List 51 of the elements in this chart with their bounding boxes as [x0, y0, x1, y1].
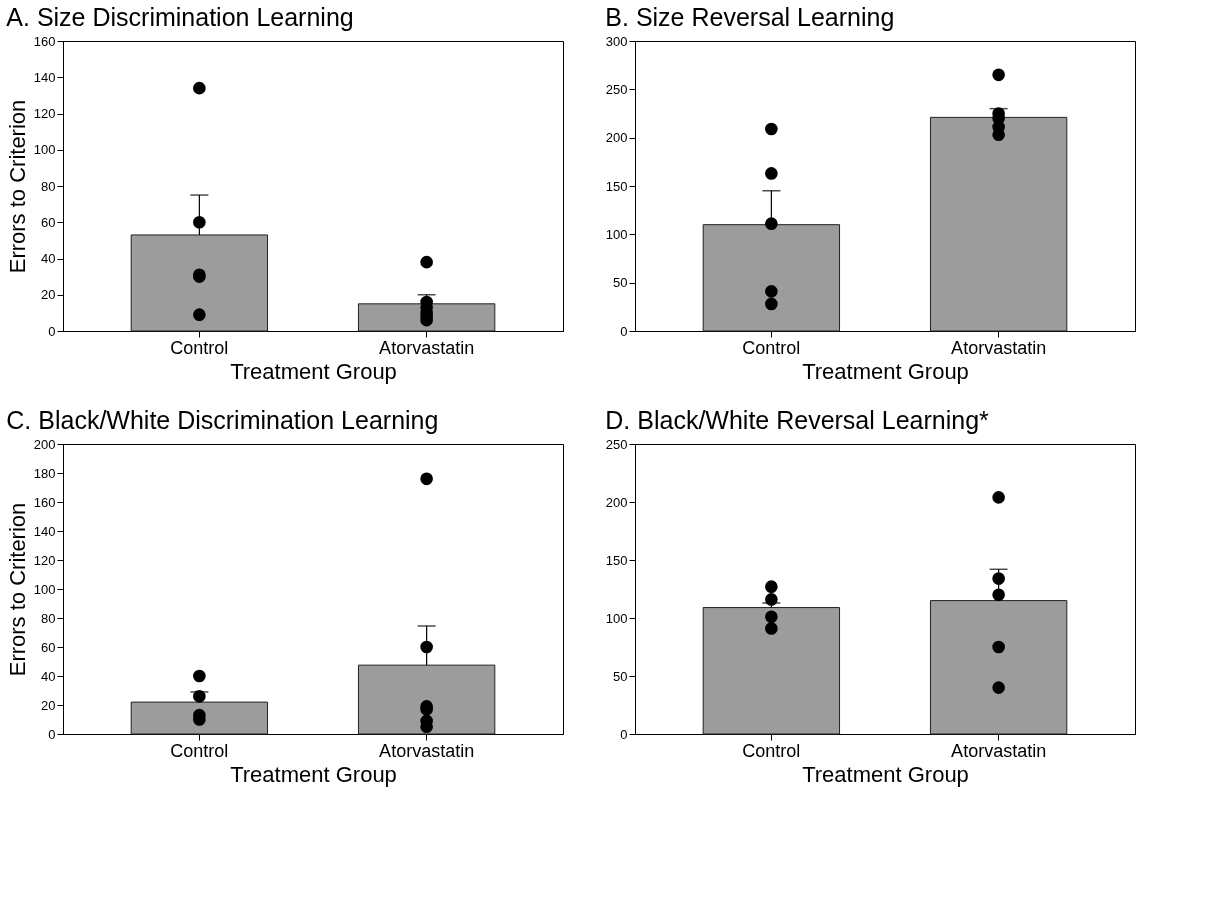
y-tick-label: 0	[620, 726, 628, 742]
y-tick-label: 20	[41, 287, 56, 303]
y-axis-title: Errors to Criterion	[4, 99, 30, 274]
y-tick-label: 0	[48, 726, 56, 742]
x-axis-title: Treatment Group	[230, 761, 397, 787]
y-tick-label: 200	[605, 494, 628, 510]
y-tick-label: 40	[41, 668, 56, 684]
y-tick-label: 50	[613, 275, 628, 291]
y-tick-label: 20	[41, 697, 56, 713]
x-tick-label: Control	[170, 337, 229, 358]
y-tick-label: 60	[41, 639, 56, 655]
x-tick-label: Atorvastatin	[379, 740, 475, 761]
y-tick-label: 150	[605, 178, 628, 194]
x-tick-label: Control	[170, 740, 229, 761]
y-tick-label: 0	[620, 323, 628, 339]
chart-title: A. Size Discrimination Learning	[6, 3, 354, 31]
y-tick-label: 100	[33, 142, 56, 158]
y-axis-title: Errors to Criterion	[4, 502, 30, 677]
chart-title: D. Black/White Reversal Learning*	[605, 406, 990, 434]
y-tick-label: 250	[605, 81, 628, 97]
x-tick-label: Control	[742, 740, 801, 761]
y-tick-label: 140	[33, 69, 56, 85]
y-tick-label: 60	[41, 214, 56, 230]
y-tick-label: 80	[41, 610, 56, 626]
y-tick-label: 40	[41, 251, 56, 266]
y-tick-label: 0	[48, 323, 56, 339]
y-tick-label: 100	[605, 610, 628, 626]
x-tick-label: Atorvastatin	[951, 337, 1047, 358]
x-tick-label: Atorvastatin	[951, 740, 1047, 761]
x-tick-label: Control	[742, 337, 801, 358]
y-tick-label: 300	[605, 33, 628, 49]
y-tick-label: 250	[605, 436, 628, 452]
y-tick-label: 200	[33, 436, 56, 452]
y-tick-label: 160	[33, 494, 56, 510]
x-tick-label: Atorvastatin	[379, 337, 475, 358]
y-tick-label: 150	[605, 552, 628, 568]
chart-title: C. Black/White Discrimination Learning	[6, 406, 439, 434]
y-tick-label: 200	[605, 130, 628, 146]
y-tick-label: 100	[33, 581, 56, 597]
x-axis-title: Treatment Group	[802, 761, 969, 787]
y-tick-label: 100	[605, 226, 628, 242]
x-axis-title: Treatment Group	[230, 358, 397, 384]
y-tick-label: 120	[33, 106, 56, 121]
y-tick-label: 180	[33, 465, 56, 481]
y-tick-label: 80	[41, 178, 56, 194]
chart-title: B. Size Reversal Learning	[605, 3, 895, 31]
y-tick-label: 160	[33, 33, 56, 49]
y-tick-label: 140	[33, 523, 56, 539]
x-axis-title: Treatment Group	[802, 358, 969, 384]
y-tick-label: 50	[613, 668, 628, 684]
y-tick-label: 120	[33, 552, 56, 568]
